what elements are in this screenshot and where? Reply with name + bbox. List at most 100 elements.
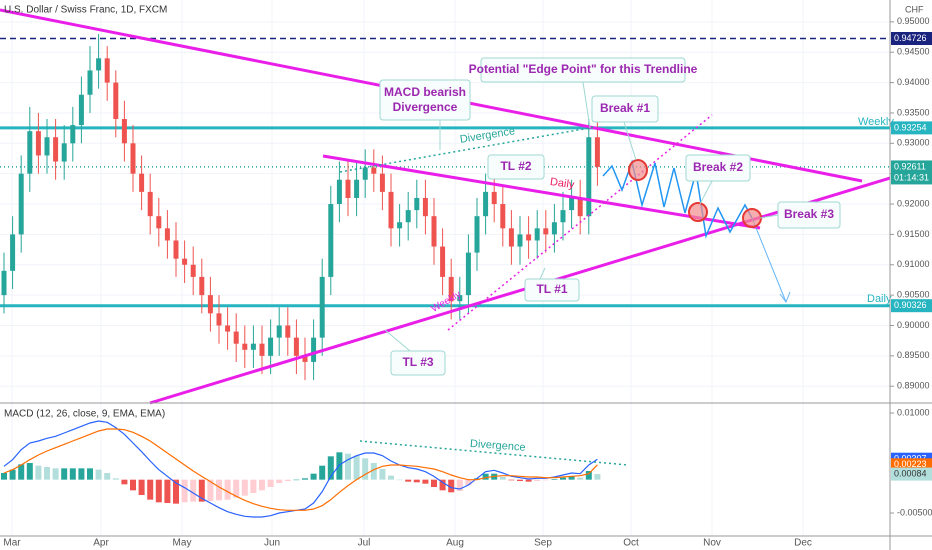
line-label: Daily [549,176,575,191]
candle-body [156,216,162,229]
candle-body [551,222,557,235]
price-badge-text: 0.00084 [894,468,927,478]
callout [390,350,446,376]
histogram-bar [525,479,532,482]
candle-body [225,325,231,332]
callout-pointer [582,81,591,129]
trendline [322,154,761,230]
level-label: Daily [867,293,892,305]
histogram-bar [568,476,575,480]
histogram-bar [104,473,111,480]
histogram-bar [181,479,188,503]
histogram-bar [499,477,506,480]
y-tick-label: 0.95000 [897,16,930,26]
histogram-bar [310,473,317,480]
candle-body [465,252,471,296]
histogram-bar [147,479,154,500]
candle-body [113,82,119,120]
histogram-bar [35,465,42,480]
candle-body [276,325,282,338]
y-tick-label: 0.94500 [897,47,930,57]
candle-body [164,228,170,241]
histogram-bar [164,479,171,503]
price-badge [891,121,932,135]
histogram-bar [534,479,541,481]
projection [602,159,753,239]
callout [480,57,686,83]
indicator-title: MACD (12, 26, close, 9, EMA, EMA) [4,409,165,420]
callout [591,95,659,123]
candle-body [10,234,16,271]
price-badge [891,299,932,313]
histogram-bar [448,479,455,493]
histogram-bar [95,469,102,480]
candle-body [534,228,540,241]
price-badge-text: 0.00223 [894,459,927,469]
histogram-bar [78,468,85,480]
candle-body [104,58,110,83]
candle-body [483,191,489,217]
histogram-bar [327,456,334,480]
price-badge-text: 0.94726 [894,33,927,43]
candle-body [78,94,84,126]
callout [487,154,545,180]
histogram-bar [456,479,463,491]
y-tick-label: 0.94000 [897,77,930,87]
candle-body [336,179,342,205]
break-marker [628,159,648,181]
candle-body [319,276,325,338]
candle-body [397,222,403,229]
callout-text: MACD bearish [384,85,466,99]
histogram-bar [345,453,351,480]
trendline [447,114,713,331]
histogram-bar [353,455,360,480]
candle-body [35,131,41,156]
histogram-bar [465,479,472,485]
candle-body [414,197,420,211]
histogram-bar [551,479,558,480]
candle-body [517,234,523,247]
candle-body [448,276,454,302]
histogram-bar [293,479,300,481]
candle-body [190,264,196,277]
candle-body [345,179,351,198]
histogram-bar [138,479,145,495]
price-badge-text: 0.92611 [894,161,926,171]
divergence-line [339,126,596,173]
candle-body [328,204,334,277]
histogram-bar [560,477,566,480]
price-badge [891,467,932,481]
x-tick-label: Oct [623,538,639,549]
candle-body [457,295,463,302]
x-tick-label: Dec [794,538,812,549]
x-tick-label: Apr [93,538,109,549]
indicator-line [3,420,598,518]
callout [524,278,580,302]
callout-text: TL #1 [536,282,567,296]
candle-body [500,204,506,229]
candle-body [121,119,127,144]
candle-body [440,246,446,277]
candle-body [431,216,437,247]
line-label: Divergence [470,438,526,454]
callout-text: TL #2 [500,159,531,173]
histogram-bar [336,452,343,480]
histogram-bar [87,468,93,480]
histogram-bar [482,473,489,480]
x-tick-label: Mar [3,538,21,549]
line-label: Weekly [429,289,463,315]
callout-pointer [384,329,411,352]
candle-body [130,143,136,174]
histogram-bar [69,468,76,480]
histogram-bar [431,479,437,487]
histogram-bar [121,479,128,485]
histogram-bar [216,479,222,501]
candle-body [147,191,153,217]
histogram-bar [594,474,601,480]
callout-text: Break #3 [784,207,834,221]
x-tick-label: Sep [534,538,552,549]
candle-body [491,191,497,205]
callout-text: Divergence [393,100,458,114]
y-tick-label: -0.00500 [897,507,932,517]
candle-body [242,343,248,350]
